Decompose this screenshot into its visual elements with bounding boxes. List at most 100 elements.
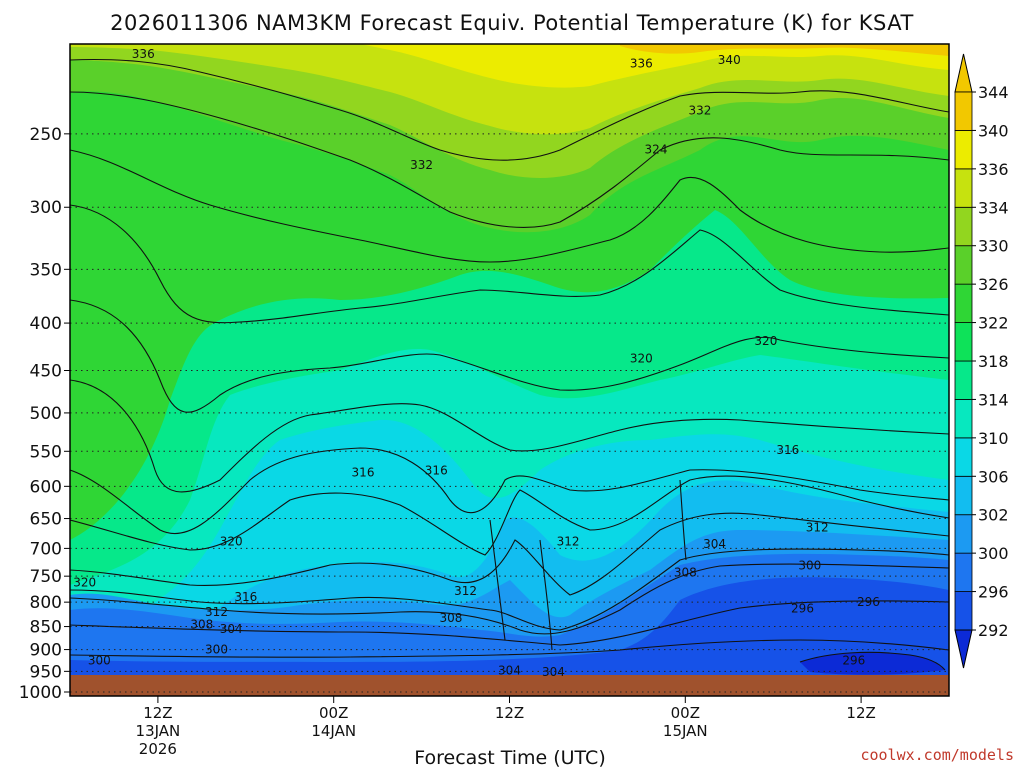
contour-label: 320 (73, 576, 96, 590)
colorbar-swatch (954, 399, 973, 439)
band-292 (800, 652, 945, 675)
band-340 (360, 44, 949, 88)
colorbar: 292 296 300 302 306 310 314 318 322 326 330 334 336 3… (954, 53, 1009, 669)
contour-line (70, 299, 949, 413)
contour-line (70, 600, 949, 646)
colorbar-label: 300 (978, 544, 1009, 563)
surface-band (70, 675, 949, 696)
x-tick-label: 13JAN (136, 722, 181, 740)
contour-lines (70, 58, 949, 671)
y-tick-label: 300 (30, 198, 62, 218)
contour-label: 300 (88, 654, 111, 668)
y-axis: 250 300 350 400 450 500 550 600 650 700 750 800 850 9… (19, 125, 70, 703)
contour-label: 316 (425, 464, 448, 478)
x-tick-label: 12Z (495, 704, 524, 722)
contour-label: 300 (205, 643, 228, 657)
y-tick-label: 400 (30, 314, 62, 334)
y-tick-label: 600 (30, 477, 62, 497)
y-tick-label: 250 (30, 125, 62, 145)
pressure-gridlines (70, 133, 949, 693)
y-tick-label: 350 (30, 260, 62, 280)
colorbar-swatch (954, 437, 973, 477)
contour-label: 308 (674, 565, 697, 579)
contour-label: 296 (791, 602, 814, 616)
colorbar-label: 344 (978, 83, 1009, 102)
colorbar-label: 302 (978, 506, 1009, 525)
contour-label: 308 (439, 611, 462, 625)
contour-line (70, 379, 949, 493)
x-tick-label: 12Z (846, 704, 875, 722)
colorbar-swatch (954, 245, 973, 285)
contour-line (70, 91, 949, 229)
colorbar-label: 330 (978, 237, 1009, 256)
y-tick-label: 650 (30, 510, 62, 530)
contour-label: 312 (557, 534, 580, 548)
y-tick-label: 1000 (19, 683, 62, 703)
contour-line (70, 204, 949, 324)
contour-label: 316 (234, 590, 257, 604)
contour-label: 308 (190, 618, 213, 632)
contour-line (70, 563, 949, 635)
contour-label: 304 (498, 663, 521, 677)
colorbar-label: 310 (978, 429, 1009, 448)
contour-label: 320 (754, 334, 777, 348)
contour-label: 332 (410, 158, 433, 172)
contour-label: 336 (630, 57, 653, 71)
colorbar-swatch (954, 514, 973, 554)
x-tick-label: 2026 (139, 740, 177, 758)
contour-line (70, 639, 949, 658)
contour-line (70, 548, 949, 631)
colorbar-label: 326 (978, 275, 1009, 294)
contour-label: 300 (798, 558, 821, 572)
contour-label: 312 (454, 584, 477, 598)
contour-label: 316 (776, 443, 799, 457)
colorbar-swatch (954, 475, 973, 516)
x-tick-label: 15JAN (663, 722, 708, 740)
contour-line (70, 58, 949, 161)
band-336 (70, 44, 949, 135)
colorbar-label: 322 (978, 314, 1009, 333)
contour-label: 320 (220, 534, 243, 548)
colorbar-swatch (954, 283, 973, 323)
colorbar-swatch (954, 91, 973, 131)
contour-label: 324 (645, 143, 668, 157)
colorbar-label: 334 (978, 198, 1009, 217)
x-tick-label: 14JAN (311, 722, 356, 740)
y-tick-label: 900 (30, 641, 62, 661)
contour-label: 304 (703, 537, 726, 551)
y-tick-label: 500 (30, 404, 62, 424)
contour-label: 336 (132, 47, 155, 61)
contour-label: 304 (542, 665, 565, 679)
contour-line (799, 651, 946, 671)
y-tick-label: 550 (30, 442, 62, 462)
contour-line (679, 479, 687, 561)
x-tick-label: 12Z (143, 704, 172, 722)
colorbar-top-arrow (954, 53, 973, 93)
contour-line (489, 519, 506, 641)
colorbar-swatch (954, 552, 973, 592)
contour-label: 316 (352, 466, 375, 480)
contour-line (70, 475, 949, 556)
contour-line (539, 539, 553, 651)
x-tick-label: 00Z (671, 704, 700, 722)
colorbar-label: 318 (978, 352, 1009, 371)
y-tick-label: 850 (30, 618, 62, 638)
colorbar-swatch (954, 206, 973, 247)
colorbar-swatch (954, 591, 973, 631)
y-tick-label: 950 (30, 662, 62, 682)
x-tick-label: 00Z (319, 704, 348, 722)
contour-label: 312 (205, 605, 228, 619)
band-296 (70, 577, 949, 696)
contour-label: 296 (857, 595, 880, 609)
contour-label: 340 (718, 53, 741, 67)
y-tick-label: 750 (30, 567, 62, 587)
contour-label: 332 (688, 104, 711, 118)
colorbar-swatch (954, 360, 973, 400)
colorbar-swatch (954, 322, 973, 362)
colorbar-label: 296 (978, 583, 1009, 602)
contour-label: 320 (630, 352, 653, 366)
credit-text: coolwx.com/models (860, 746, 1014, 764)
y-tick-label: 450 (30, 361, 62, 381)
colorbar-swatch (954, 168, 973, 208)
